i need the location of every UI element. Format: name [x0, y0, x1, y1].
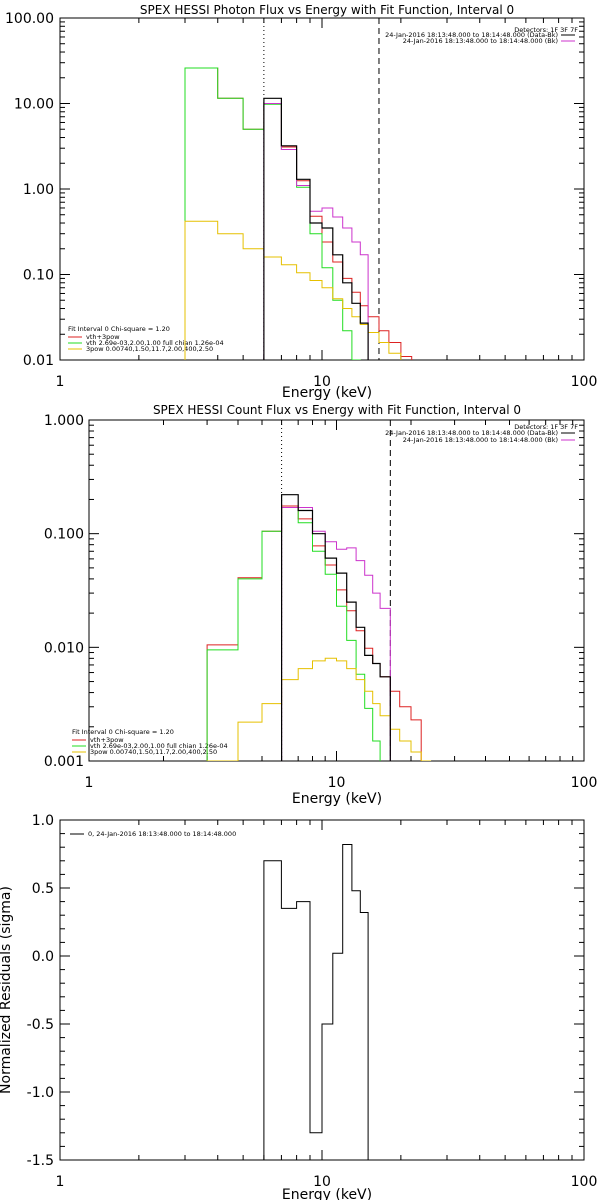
model-histogram-3 — [206, 507, 381, 761]
y-tick-label: 1.00 — [23, 182, 54, 198]
y-tick-label: 0.0 — [32, 949, 54, 965]
data-bk-annotation: 24-Jan-2016 18:13:48.000 to 18:14:48.000… — [385, 31, 558, 39]
count-flux-panel: SPEX HESSI Count Flux vs Energy with Fit… — [44, 403, 598, 807]
data-minus-bk-histogram — [281, 494, 391, 761]
residuals-panel: Energy (keV) Normalized Residuals (sigma… — [0, 813, 598, 1203]
y-tick-label: -0.5 — [27, 1017, 54, 1033]
legend-label-vth: vth 2.69e-03,2.00,1.00 full chian 1.26e-… — [86, 339, 224, 347]
series-layer — [184, 67, 413, 360]
x-axis-label: Energy (keV) — [282, 1187, 372, 1200]
y-tick-label: -1.5 — [27, 1153, 54, 1169]
legend-label-vth-3pow: vth+3pow — [90, 736, 124, 744]
photon-flux-panel: SPEX HESSI Photon Flux vs Energy with Fi… — [5, 3, 598, 401]
y-tick-label: 0.100 — [44, 527, 84, 543]
y-tick-label: 0.001 — [44, 754, 84, 770]
y-tick-label: 0.010 — [44, 640, 84, 656]
y-tick-label: 0.01 — [23, 353, 54, 369]
legend-label-vth: vth 2.69e-03,2.00,1.00 full chian 1.26e-… — [90, 742, 228, 750]
x-tick-label: 1 — [85, 775, 94, 791]
y-tick-label: 0.10 — [23, 268, 54, 284]
detectors-annotation: Detectors: 1F 3F 7F — [514, 423, 578, 431]
fit-info-label: Fit Interval 0 Chi-square = 1.20 — [68, 325, 170, 333]
x-tick-label: 100 — [571, 374, 598, 390]
legend-label-3pow: 3pow 0.00740,1.50,11.7,2.00,400,2.50 — [86, 345, 213, 353]
x-tick-label: 1 — [56, 1174, 65, 1190]
data-bk-annotation: 24-Jan-2016 18:13:48.000 to 18:14:48.000… — [385, 429, 558, 437]
x-tick-label: 100 — [571, 775, 598, 791]
model-histogram-3 — [184, 67, 361, 360]
x-tick-label: 10 — [313, 374, 331, 390]
bk-annotation: 24-Jan-2016 18:13:48.000 to 18:14:48.000… — [403, 37, 558, 45]
y-tick-label: 1.000 — [44, 413, 84, 429]
background-histogram — [281, 507, 391, 761]
y-tick-label: 10.00 — [14, 97, 54, 113]
series-layer — [263, 844, 380, 1160]
model-histogram-4 — [206, 657, 432, 761]
legend-label-residual: 0, 24-Jan-2016 18:13:48.000 to 18:14:48.… — [88, 830, 236, 838]
legend-label-vth-3pow: vth+3pow — [86, 333, 120, 341]
x-axis-label: Energy (keV) — [292, 791, 382, 807]
x-tick-label: 10 — [313, 1174, 331, 1190]
x-axis-label: Energy (keV) — [282, 385, 372, 401]
x-tick-label: 10 — [328, 775, 346, 791]
y-tick-label: 0.5 — [32, 881, 54, 897]
background-histogram — [263, 103, 369, 360]
x-tick-label: 100 — [571, 1174, 598, 1190]
bk-annotation: 24-Jan-2016 18:13:48.000 to 18:14:48.000… — [403, 436, 558, 444]
chart-title: SPEX HESSI Count Flux vs Energy with Fit… — [153, 403, 521, 417]
y-tick-label: 100.00 — [5, 11, 54, 27]
y-tick-label: 1.0 — [32, 813, 54, 829]
series-layer — [206, 494, 432, 761]
y-tick-label: -1.0 — [27, 1085, 54, 1101]
y-axis-label: Normalized Residuals (sigma) — [0, 886, 14, 1094]
data-minus-bk-histogram — [263, 97, 369, 360]
model-histogram-4 — [184, 220, 402, 360]
detectors-annotation: Detectors: 1F 3F 7F — [514, 26, 578, 34]
model-histogram-0 — [263, 844, 380, 1160]
chart-title: SPEX HESSI Photon Flux vs Energy with Fi… — [140, 3, 514, 17]
fit-info-label: Fit Interval 0 Chi-square = 1.20 — [72, 728, 174, 736]
x-tick-label: 1 — [56, 374, 65, 390]
model-histogram-2 — [184, 67, 413, 360]
legend-label-3pow: 3pow 0.00740,1.50,11.7,2.00,400,2.50 — [90, 748, 217, 756]
plot-frame — [59, 17, 585, 361]
